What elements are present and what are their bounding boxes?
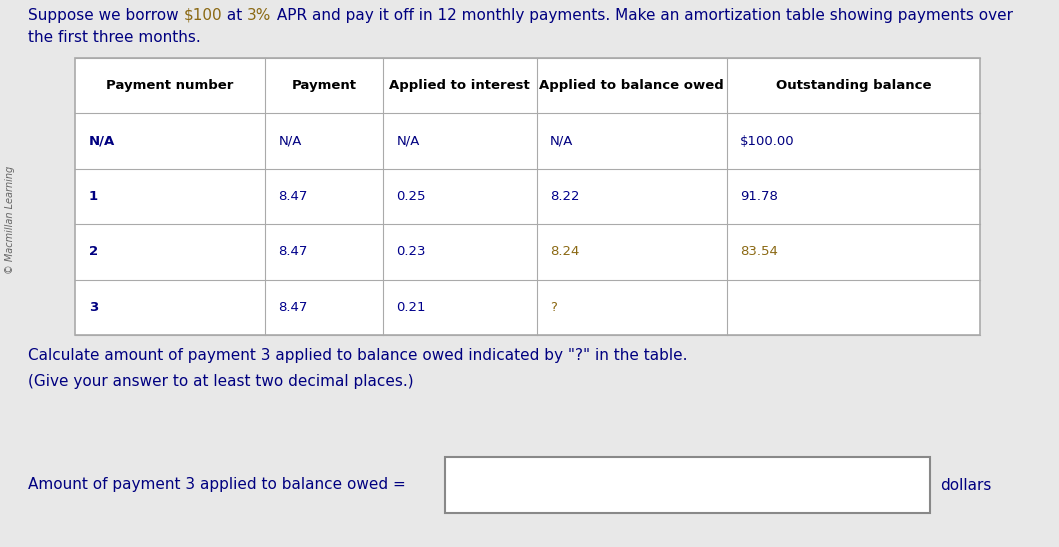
Text: 91.78: 91.78 <box>740 190 778 203</box>
Bar <box>75 58 980 335</box>
Text: 3: 3 <box>89 301 97 314</box>
Text: Payment: Payment <box>291 79 357 92</box>
Text: Applied to interest: Applied to interest <box>390 79 530 92</box>
Text: 8.47: 8.47 <box>279 190 308 203</box>
Text: Calculate amount of payment 3 applied to balance owed indicated by "?" in the ta: Calculate amount of payment 3 applied to… <box>28 348 687 363</box>
Text: at: at <box>222 8 247 23</box>
Text: 2: 2 <box>89 246 97 258</box>
Text: 8.22: 8.22 <box>550 190 579 203</box>
FancyBboxPatch shape <box>445 457 930 513</box>
Bar <box>75 58 980 335</box>
Text: 0.23: 0.23 <box>396 246 426 258</box>
Text: Amount of payment 3 applied to balance owed =: Amount of payment 3 applied to balance o… <box>28 478 406 492</box>
Text: the first three months.: the first three months. <box>28 30 201 45</box>
Text: 0.25: 0.25 <box>396 190 426 203</box>
Text: $100.00: $100.00 <box>740 135 795 148</box>
Text: 8.47: 8.47 <box>279 301 308 314</box>
Text: N/A: N/A <box>550 135 574 148</box>
Text: dollars: dollars <box>940 478 991 492</box>
Text: N/A: N/A <box>89 135 114 148</box>
Text: 1: 1 <box>89 190 97 203</box>
Text: (Give your answer to at least two decimal places.): (Give your answer to at least two decima… <box>28 374 414 389</box>
Text: 8.24: 8.24 <box>550 246 579 258</box>
Text: Outstanding balance: Outstanding balance <box>775 79 931 92</box>
Text: 0.21: 0.21 <box>396 301 426 314</box>
Text: 83.54: 83.54 <box>740 246 778 258</box>
Text: N/A: N/A <box>396 135 419 148</box>
Text: N/A: N/A <box>279 135 302 148</box>
Text: ?: ? <box>550 301 557 314</box>
Text: 8.47: 8.47 <box>279 246 308 258</box>
Text: 3%: 3% <box>247 8 271 23</box>
Text: Suppose we borrow: Suppose we borrow <box>28 8 183 23</box>
Text: APR and pay it off in 12 monthly payments. Make an amortization table showing pa: APR and pay it off in 12 monthly payment… <box>271 8 1012 23</box>
Text: Applied to balance owed: Applied to balance owed <box>539 79 724 92</box>
Text: $100: $100 <box>183 8 222 23</box>
Text: © Macmillan Learning: © Macmillan Learning <box>5 166 15 274</box>
Text: Payment number: Payment number <box>106 79 234 92</box>
